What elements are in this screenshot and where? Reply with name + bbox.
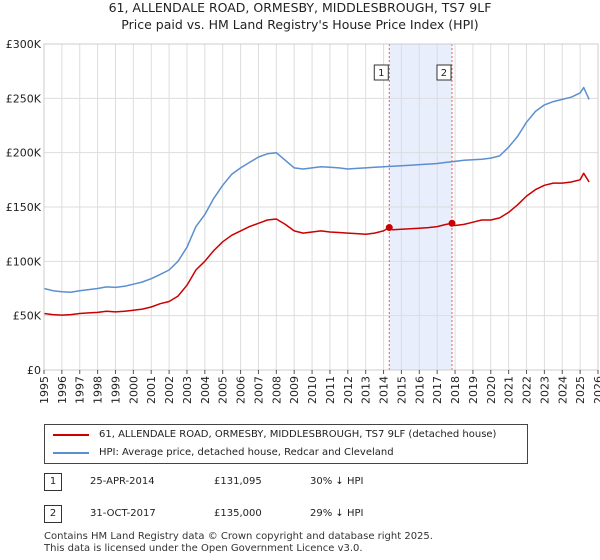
x-tick-label: 2013 (360, 376, 373, 404)
x-tick-label: 2009 (288, 376, 301, 404)
x-tick-label: 2012 (342, 376, 355, 404)
sale-label-2: 2 (441, 68, 447, 79)
x-tick-label: 2015 (395, 376, 408, 404)
price-chart: 1 2 £0 £50K £100K £150K £200K £250K £300K 1995 199… (6, 38, 600, 404)
y-tick-label: £50K (13, 310, 42, 323)
footer-copyright: Contains HM Land Registry data © Crown c… (44, 531, 433, 542)
sale-label-box-2 (436, 64, 452, 81)
x-tick-label: 2002 (163, 376, 176, 404)
annotation-date-1: 25-APR-2014 (90, 476, 155, 487)
x-tick-label: 2001 (145, 376, 158, 404)
chart-subtitle: Price paid vs. HM Land Registry's House … (121, 17, 479, 32)
y-tick-label: £300K (6, 38, 42, 51)
x-tick-label: 2020 (485, 376, 498, 404)
x-tick-label: 2021 (503, 376, 516, 404)
y-tick-label: £150K (6, 201, 42, 214)
x-tick-label: 2019 (467, 376, 480, 404)
plot-frame (43, 43, 599, 371)
x-tick-label: 2014 (378, 376, 391, 404)
x-tick-label: 2008 (270, 376, 283, 404)
legend-swatch-hpi (53, 452, 89, 454)
x-tick-label: 2005 (217, 376, 230, 404)
legend-label-hpi: HPI: Average price, detached house, Redc… (99, 447, 394, 458)
x-tick-label: 2007 (252, 376, 265, 404)
sale-point-2 (448, 219, 456, 227)
x-tick-label: 1998 (92, 376, 105, 404)
annotation-marker-1: 1 (44, 473, 62, 491)
sale-label-1: 1 (378, 68, 384, 79)
x-tick-label: 2026 (592, 376, 600, 404)
x-tick-label: 1999 (109, 376, 122, 404)
x-tick-label: 2006 (235, 376, 248, 404)
annotation-hpi-1: 30% ↓ HPI (310, 476, 364, 487)
x-tick-label: 2017 (431, 376, 444, 404)
x-tick-label: 1997 (74, 376, 87, 404)
annotation-row-2: 2 31-OCT-2017 £135,000 29% ↓ HPI (44, 504, 564, 524)
x-tick-label: 2003 (181, 376, 194, 404)
annotation-date-2: 31-OCT-2017 (90, 508, 156, 519)
legend-swatch-property (53, 434, 89, 436)
sale-label-box-1 (373, 64, 389, 81)
x-tick-label: 1996 (56, 376, 69, 404)
sale-point-1 (385, 224, 393, 232)
series-line-property (43, 172, 590, 316)
x-tick-label: 2022 (521, 376, 534, 404)
x-tick-label: 2000 (127, 376, 140, 404)
annotation-row-1: 1 25-APR-2014 £131,095 30% ↓ HPI (44, 472, 564, 492)
y-tick-label: £200K (6, 147, 42, 160)
y-tick-label: £100K (6, 255, 42, 268)
x-tick-label: 2016 (413, 376, 426, 404)
legend-label-property: 61, ALLENDALE ROAD, ORMESBY, MIDDLESBROU… (99, 429, 497, 440)
annotation-hpi-2: 29% ↓ HPI (310, 508, 364, 519)
x-tick-label: 2023 (538, 376, 551, 404)
x-tick-label: 2024 (556, 376, 569, 404)
x-tick-label: 2011 (324, 376, 337, 404)
annotation-marker-2: 2 (44, 505, 62, 523)
annotation-price-2: £135,000 (214, 508, 262, 519)
x-tick-label: 2018 (449, 376, 462, 404)
annotation-price-1: £131,095 (214, 476, 262, 487)
y-tick-label: £250K (6, 92, 42, 105)
footer-licence: This data is licensed under the Open Gov… (44, 543, 363, 554)
x-tick-label: 2025 (574, 376, 587, 404)
chart-title: 61, ALLENDALE ROAD, ORMESBY, MIDDLESBROU… (108, 0, 492, 15)
x-tick-label: 2004 (199, 376, 212, 404)
x-tick-label: 1995 (38, 376, 51, 404)
y-tick-label: £0 (27, 364, 41, 377)
series-line-hpi (43, 86, 590, 294)
x-tick-label: 2010 (306, 376, 319, 404)
legend: 61, ALLENDALE ROAD, ORMESBY, MIDDLESBROU… (44, 424, 528, 464)
